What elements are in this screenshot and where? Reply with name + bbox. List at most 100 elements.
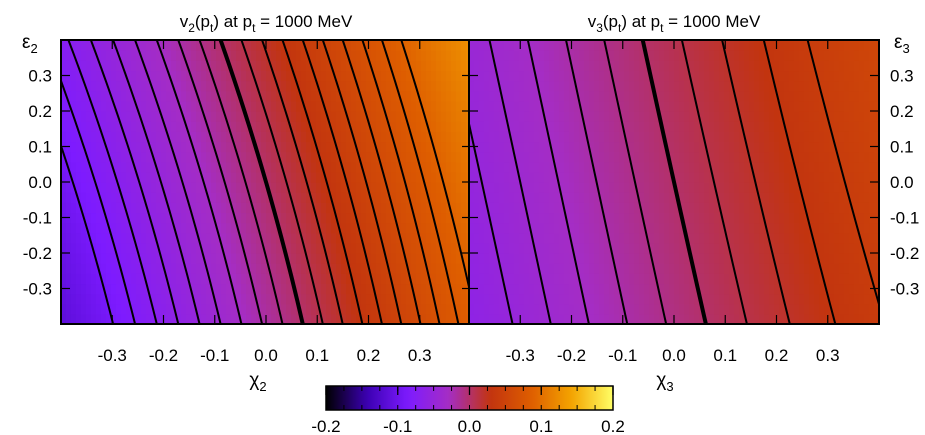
v2-heat-cell [376, 283, 382, 295]
v2-heat-cell [186, 242, 192, 254]
v3-heat-cell [684, 273, 690, 285]
v2-heat-cell [251, 182, 257, 193]
v2-heat-cell [146, 212, 152, 224]
v3-heat-cell [509, 50, 515, 61]
v3-heat-cell [824, 151, 830, 163]
v3-heat-cell [864, 90, 870, 102]
v3-heat-cell [674, 111, 680, 122]
v3-heat-cell [834, 171, 840, 183]
v3-heat-cell [784, 273, 790, 285]
v3-heat-cell [699, 100, 705, 112]
v2-heat-cell [276, 232, 282, 244]
v2-heat-cell [206, 121, 212, 132]
v3-heat-cell [734, 161, 740, 173]
v3-heat-cell [609, 232, 615, 244]
v3-heat-cell [734, 182, 740, 193]
v3-heat-cell [634, 60, 640, 72]
v3-heat-cell [769, 293, 775, 305]
v3-heat-cell [769, 202, 775, 214]
v3-heat-cell [579, 161, 585, 173]
v2-heat-cell [206, 293, 212, 305]
v2-heat-cell [286, 303, 292, 315]
v3-heat-cell [529, 90, 535, 102]
v2-heat-cell [116, 171, 122, 183]
v3-heat-cell [704, 151, 710, 163]
v2-heat-cell [456, 273, 462, 285]
v2-heat-cell [116, 161, 122, 173]
v3-heat-cell [484, 253, 490, 264]
v3-heat-cell [699, 40, 705, 51]
v3-heat-cell [569, 121, 575, 132]
v3-heat-cell [519, 232, 525, 244]
v3-heat-cell [639, 222, 645, 234]
v3-heat-cell [819, 303, 825, 315]
v2-heat-cell [171, 263, 177, 274]
v3-heat-cell [519, 273, 525, 285]
v3-heat-cell [524, 293, 530, 305]
v3-heat-cell [554, 273, 560, 285]
v3-heat-cell [654, 161, 660, 173]
v3-y-tick-label: -0.1 [890, 209, 919, 228]
v2-heat-cell [456, 253, 462, 264]
v3-heat-cell [684, 293, 690, 305]
v3-heat-cell [574, 121, 580, 132]
v2-heat-cell [76, 50, 82, 61]
v3-heat-cell [564, 50, 570, 61]
v3-heat-cell [769, 313, 775, 324]
v3-heat-cell [654, 40, 660, 51]
v3-heat-cell [754, 131, 760, 143]
v3-heat-cell [839, 50, 845, 61]
v2-heat-cell [81, 60, 87, 72]
v3-heat-cell [479, 212, 485, 224]
v3-heat-cell [519, 242, 525, 254]
v2-heat-cell [101, 40, 107, 51]
v3-heat-cell [604, 100, 610, 112]
v2-heat-cell [451, 151, 457, 163]
v3-heat-cell [824, 171, 830, 183]
v3-heat-cell [804, 141, 810, 153]
v3-heat-cell [689, 40, 695, 51]
v2-heat-cell [146, 273, 152, 285]
v3-heat-cell [634, 111, 640, 122]
v2-heat-cell [66, 121, 72, 132]
v2-heat-cell [271, 263, 277, 274]
v3-heat-cell [599, 313, 605, 324]
v3-heat-cell [864, 192, 870, 203]
v3-heat-cell [664, 232, 670, 244]
v2-heat-cell [146, 50, 152, 61]
v2-heat-cell [446, 40, 452, 51]
v3-heat-cell [819, 131, 825, 143]
v2-heat-cell [66, 313, 72, 324]
v2-heat-cell [156, 80, 162, 92]
v2-heat-cell [116, 222, 122, 234]
v2-heat-cell [276, 141, 282, 153]
v3-heat-cell [474, 121, 480, 132]
v2-heat-cell [306, 222, 312, 234]
v3-heat-cell [644, 80, 650, 92]
v2-heat-cell [76, 313, 82, 324]
v2-heat-cell [286, 141, 292, 153]
v3-heat-cell [804, 111, 810, 122]
v2-heat-cell [396, 100, 402, 112]
v2-heat-cell [361, 121, 367, 132]
v2-heat-cell [316, 242, 322, 254]
v2-heat-cell [76, 131, 82, 143]
v3-heat-cell [499, 242, 505, 254]
v2-heat-cell [316, 253, 322, 264]
v2-heat-cell [351, 111, 357, 122]
v3-heat-cell [474, 182, 480, 193]
v2-heat-cell [131, 141, 137, 153]
v2-heat-cell [81, 40, 87, 51]
v2-heat-cell [181, 313, 187, 324]
v3-heat-cell [814, 80, 820, 92]
v2-heat-cell [331, 141, 337, 153]
v3-heat-cell [749, 273, 755, 285]
v3-heat-cell [664, 90, 670, 102]
v3-heat-cell [659, 111, 665, 122]
v3-heat-cell [834, 161, 840, 173]
v3-heat-cell [714, 111, 720, 122]
v2-heat-cell [121, 242, 127, 254]
v2-heat-cell [211, 253, 217, 264]
v2-heat-cell [301, 192, 307, 203]
v2-heat-cell [431, 303, 437, 315]
